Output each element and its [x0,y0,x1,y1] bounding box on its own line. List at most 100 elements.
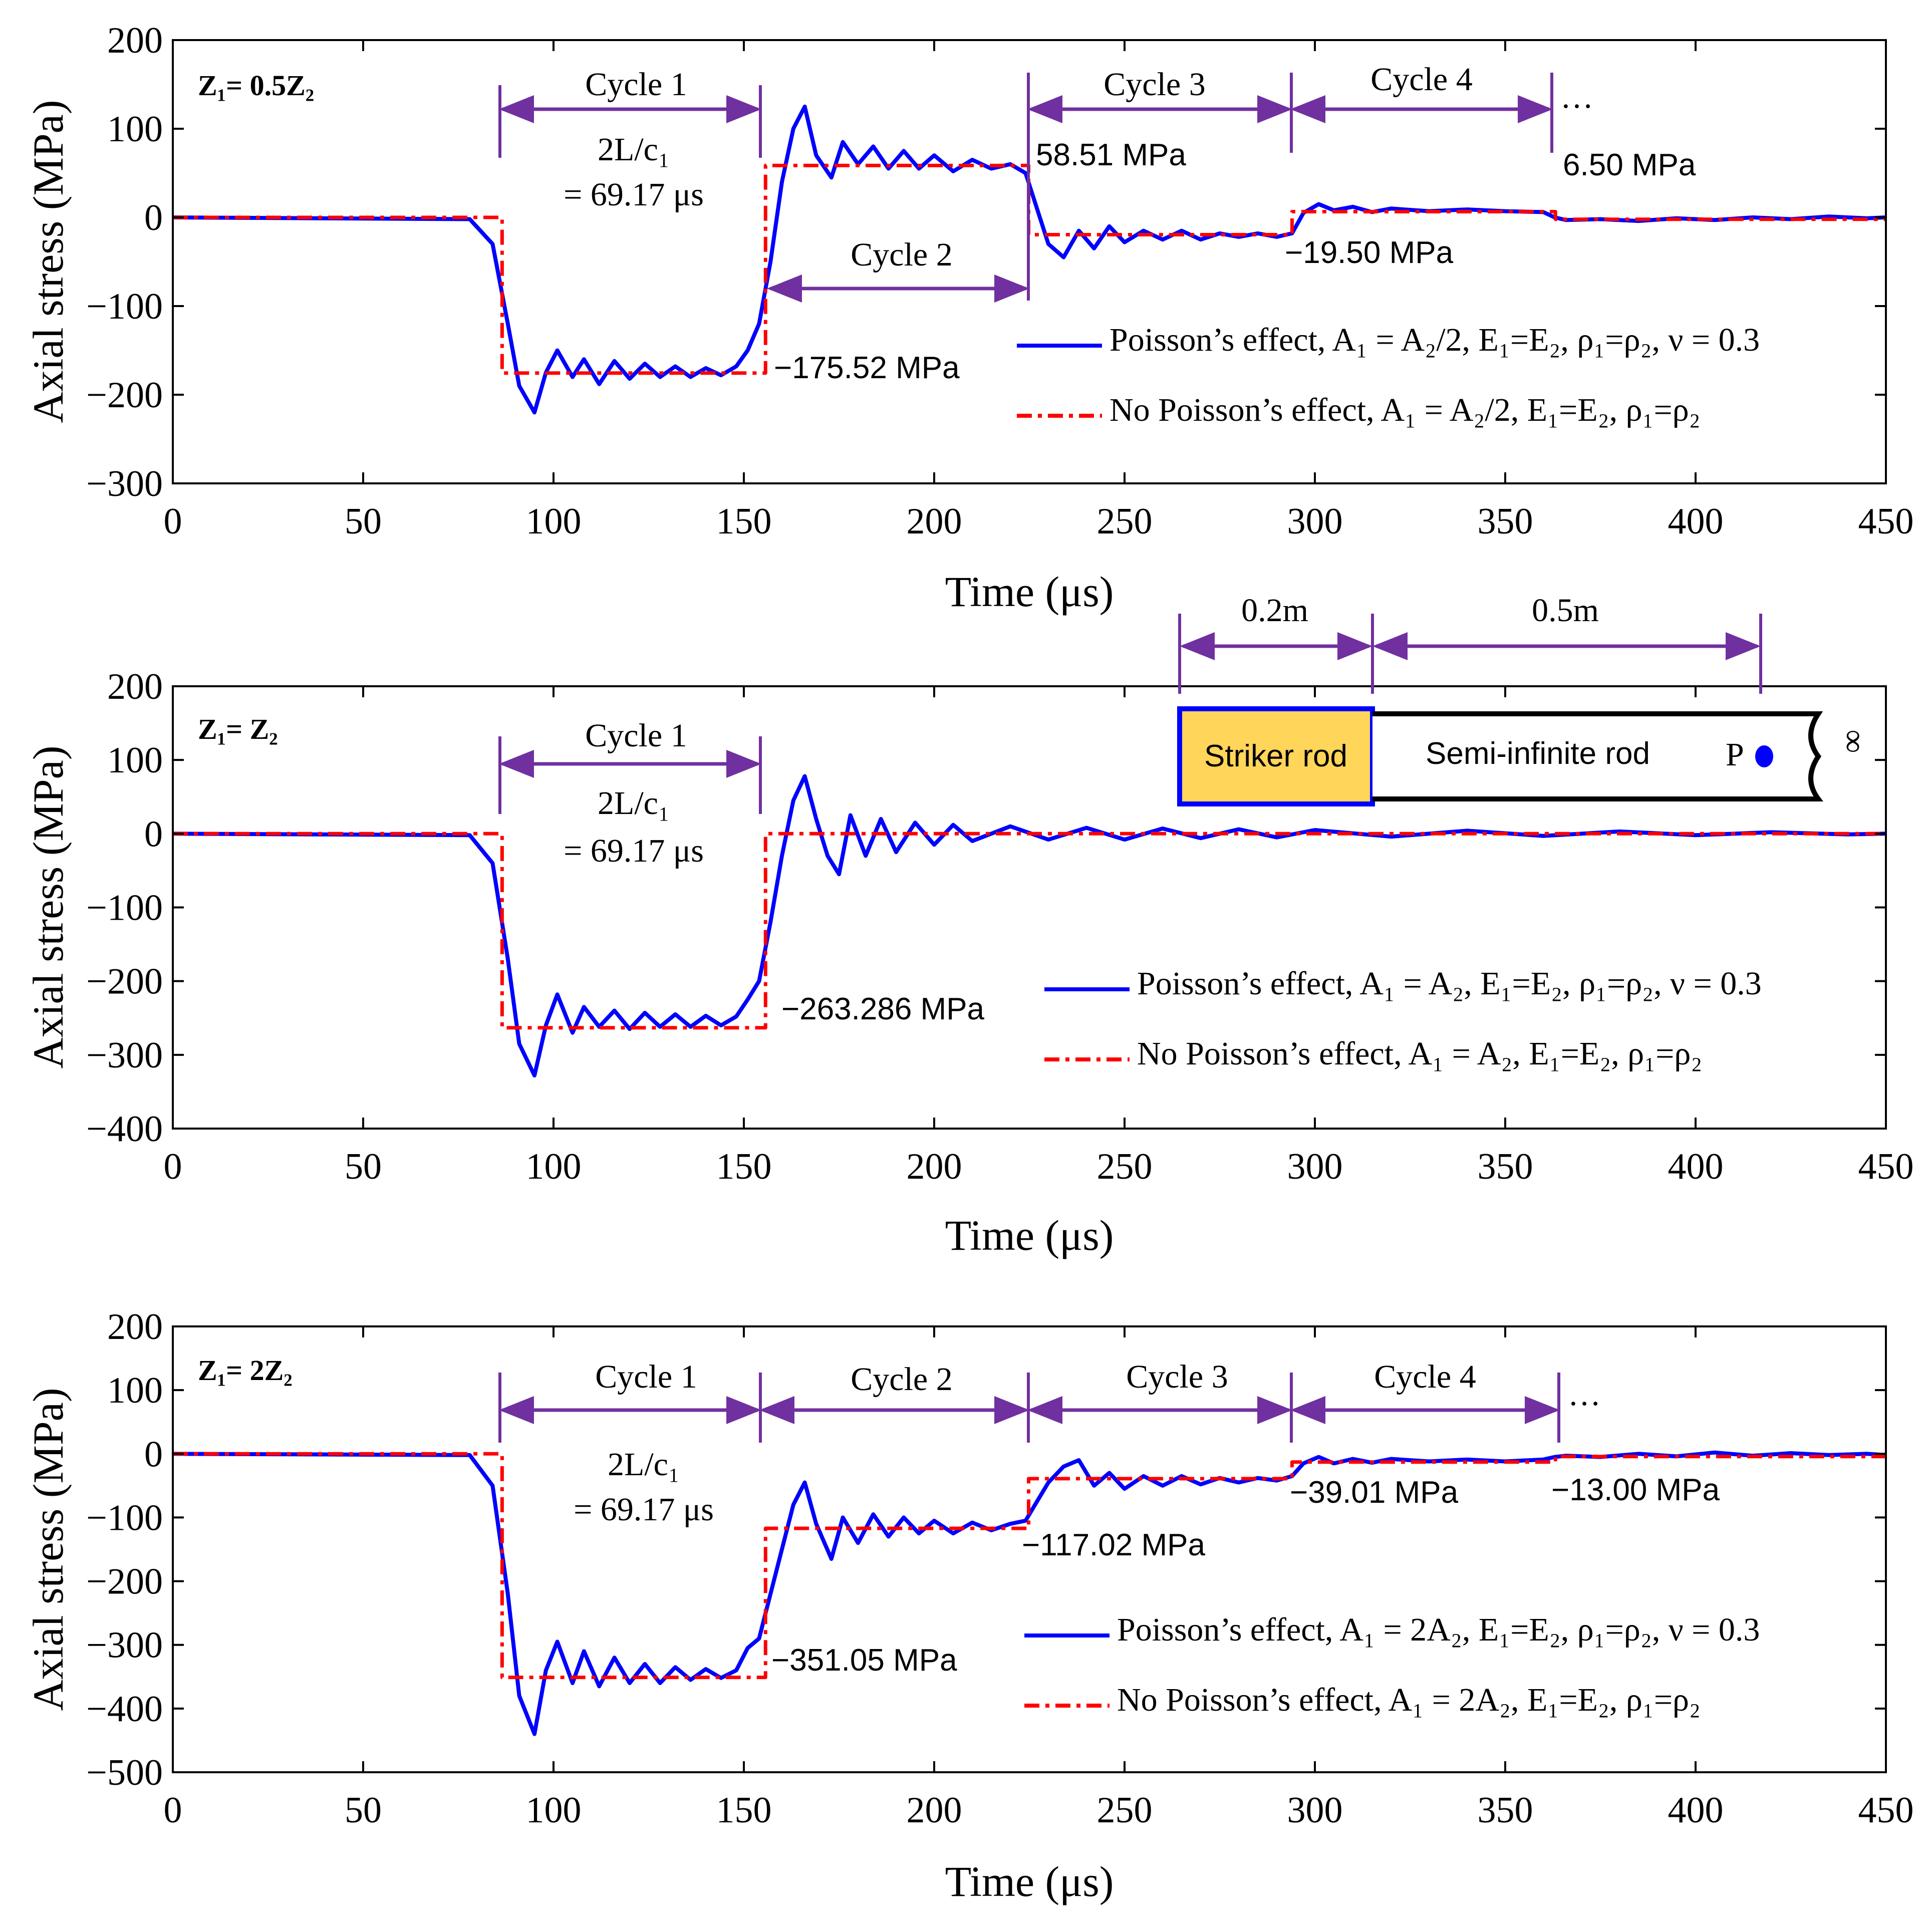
cycle-2-label: Cycle 2 [851,236,952,273]
x-tick-label: 0 [164,501,182,542]
striker-rod [1177,706,1375,806]
x-tick-label: 350 [1478,1790,1533,1831]
panel-3-cycle-annotations: Cycle 1 Cycle 2 Cycle 3 Cycle 4 … 2L/c₁ … [498,1358,1720,1678]
panel-3-axes-frame [172,1325,1887,1773]
panel-2-xlabel: Time (μs) [945,1211,1114,1259]
cycle-1-label: Cycle 1 [585,66,687,103]
ellipsis: … [1560,79,1593,115]
period-line-2: = 69.17 μs [564,833,704,869]
x-tick-label: 450 [1858,501,1914,542]
semi-infinite-rod-label: Semi-infinite rod [1426,736,1650,771]
panel-1-ticks: 0 50 100 150 200 250 300 350 400 450 −300 −200 −100 0… [86,20,1913,542]
panel-3-ticks: 0 50 100 150 200 250 300 350 400 450 −500 −400 −300 −… [86,1306,1913,1831]
x-tick-label: 50 [345,1790,382,1831]
x-tick-label: 150 [716,1790,772,1831]
y-tick-label: −200 [86,375,163,416]
x-tick-label: 450 [1858,1790,1914,1831]
panel-2: 0 50 100 150 200 250 300 350 400 450 −400 −300 −200 −… [24,592,1914,1259]
cycle-1-label: Cycle 1 [595,1358,697,1395]
value-label-minus-117-02: −117.02 MPa [1022,1528,1205,1562]
panel-1-axes-frame [172,39,1887,484]
panel-3-legend: Poisson’s effect, A₁ = 2A₂, E₁=E₂, ρ₁=ρ₂… [1024,1611,1760,1718]
legend-poisson: Poisson’s effect, A₁ = A₂/2, E₁=E₂, ρ₁=ρ… [1110,322,1760,358]
legend-no-poisson: No Poisson’s effect, A₁ = 2A₂, E₁=E₂, ρ₁… [1117,1682,1701,1718]
rod-schematic: 0.2m 0.5m Striker rod Semi-infinite rod … [1177,592,1872,806]
x-tick-label: 150 [716,1146,772,1187]
series-no-poisson-line [173,832,1886,1030]
semi-infinite-rod [1372,711,1823,801]
series-no-poisson-line [173,1452,1886,1680]
x-tick-label: 350 [1478,501,1533,542]
y-tick-label: −100 [86,1497,163,1538]
y-tick-label: −400 [86,1689,163,1730]
infinity-symbol: ∞ [1836,729,1872,753]
value-label-minus-263-286: −263.286 MPa [781,992,985,1026]
y-tick-label: 200 [107,20,163,61]
x-tick-label: 0 [164,1146,182,1187]
y-tick-label: −200 [86,961,163,1002]
legend-poisson: Poisson’s effect, A₁ = A₂, E₁=E₂, ρ₁=ρ₂,… [1137,965,1762,1002]
value-label-58-51: 58.51 MPa [1036,138,1186,172]
cycle-3-label: Cycle 3 [1103,66,1205,103]
panel-2-plot [172,774,1886,1077]
dim-label-0-2m: 0.2m [1241,592,1308,629]
x-tick-label: 200 [907,501,962,542]
cycle-4-label: Cycle 4 [1374,1358,1476,1395]
y-tick-label: 100 [107,109,163,150]
striker-rod-label: Striker rod [1204,739,1347,773]
y-tick-label: 0 [144,1434,163,1475]
panel-2-ylabel: Axial stress (MPa) [24,746,72,1069]
value-label-minus-39-01: −39.01 MPa [1290,1475,1459,1510]
dim-label-0-5m: 0.5m [1532,592,1599,629]
legend-poisson: Poisson’s effect, A₁ = 2A₂, E₁=E₂, ρ₁=ρ₂… [1117,1611,1760,1648]
panel-2-ticks: 0 50 100 150 200 250 300 350 400 450 −400 −300 −200 −… [86,666,1913,1187]
period-line-1: 2L/c₁ [608,1446,680,1483]
y-tick-label: 0 [144,197,163,238]
x-tick-label: 50 [345,1146,382,1187]
point-p-marker [1755,745,1773,767]
point-p-label: P [1726,736,1744,773]
panel-1-label: Z₁= 0.5Z₂ [198,69,314,102]
x-tick-label: 300 [1287,1790,1343,1831]
cycle-2-label: Cycle 2 [851,1361,952,1398]
panel-3: 0 50 100 150 200 250 300 350 400 450 −500 −400 −300 −… [24,1306,1914,1905]
x-tick-label: 200 [907,1790,962,1831]
cycle-4-label: Cycle 4 [1370,61,1472,98]
period-line-1: 2L/c₁ [598,131,670,168]
value-label-minus-13-00: −13.00 MPa [1551,1473,1720,1507]
y-tick-label: −100 [86,888,163,929]
x-tick-label: 250 [1097,1790,1153,1831]
legend-no-poisson: No Poisson’s effect, A₁ = A₂/2, E₁=E₂, ρ… [1110,392,1701,428]
value-label-minus-19-50: −19.50 MPa [1285,235,1454,270]
x-tick-label: 150 [716,501,772,542]
x-tick-label: 200 [907,1146,962,1187]
y-tick-label: −200 [86,1561,163,1602]
panel-1: 0 50 100 150 200 250 300 350 400 450 −300 −200 −100 0… [24,20,1914,616]
y-tick-label: −300 [86,463,163,504]
value-label-minus-351-05: −351.05 MPa [771,1643,957,1678]
x-tick-label: 400 [1668,1146,1724,1187]
period-line-2: = 69.17 μs [574,1491,714,1528]
panel-2-cycle-annotations: Cycle 1 2L/c₁ = 69.17 μs −263.286 MPa [498,717,985,1026]
value-label-6-50: 6.50 MPa [1563,148,1696,182]
x-tick-label: 350 [1478,1146,1533,1187]
period-line-2: = 69.17 μs [564,176,704,213]
panel-3-label: Z₁= 2Z₂ [198,1354,293,1387]
cycle-1-label: Cycle 1 [585,717,687,754]
panel-1-legend: Poisson’s effect, A₁ = A₂/2, E₁=E₂, ρ₁=ρ… [1017,322,1760,428]
panel-3-ylabel: Axial stress (MPa) [24,1388,72,1711]
x-tick-label: 0 [164,1790,182,1831]
y-tick-label: −500 [86,1752,163,1793]
series-poisson-line [172,774,1886,1077]
x-tick-label: 400 [1668,501,1724,542]
x-tick-label: 100 [526,1146,582,1187]
y-tick-label: 0 [144,813,163,855]
y-tick-label: −400 [86,1109,163,1150]
legend-no-poisson: No Poisson’s effect, A₁ = A₂, E₁=E₂, ρ₁=… [1137,1035,1702,1072]
panel-2-label: Z₁= Z₂ [198,713,278,745]
y-tick-label: 100 [107,1370,163,1411]
y-tick-label: 200 [107,666,163,707]
x-tick-label: 300 [1287,1146,1343,1187]
ellipsis: … [1568,1376,1601,1413]
